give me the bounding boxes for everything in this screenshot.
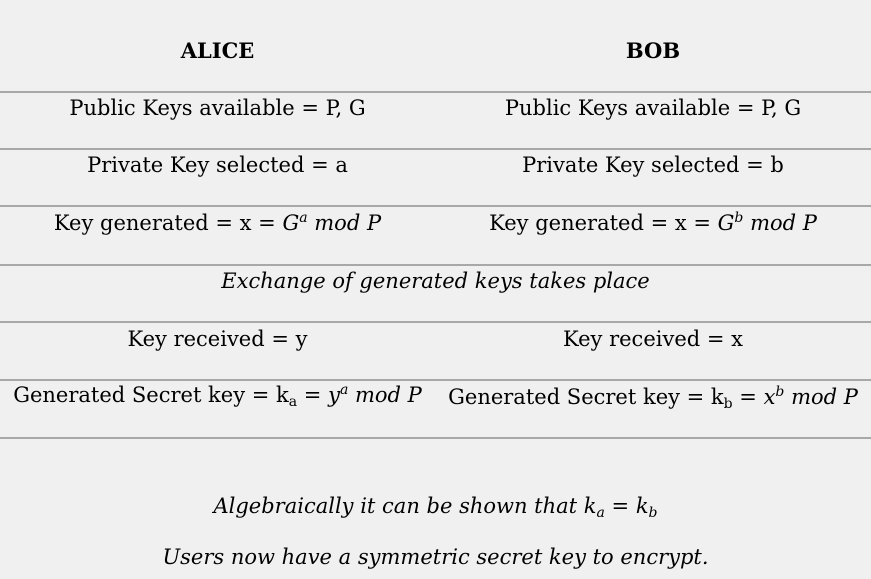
divider (0, 321, 871, 323)
algebra-text: Algebraically it can be shown that k (213, 494, 597, 518)
alice-key-generated-label: Key generated = x = (53, 211, 283, 235)
alice-mod: mod P (307, 211, 382, 235)
alice-secret-key: Generated Secret key = ka = ya mod P (0, 381, 435, 409)
alice-base: G (282, 211, 300, 235)
bob-key-received: Key received = x (563, 327, 743, 351)
alice-public-keys: Public Keys available = P, G (69, 96, 366, 120)
bob-key-generated: Key generated = x = Gb mod P (435, 209, 871, 237)
bob-public-keys: Public Keys available = P, G (504, 96, 802, 120)
bob-key-generated-label: Key generated = x = (489, 211, 718, 235)
exchange-note: Exchange of generated keys takes place (221, 269, 650, 293)
bob-equals: = (732, 385, 764, 409)
alice-heading: ALICE (180, 38, 255, 63)
symmetric-note: Users now have a symmetric secret key to… (162, 545, 709, 569)
alice-exponent: a (299, 210, 308, 226)
divider (0, 91, 871, 93)
algebra-sub-a: a (596, 505, 605, 521)
alice-secret-label: Generated Secret key = k (13, 383, 289, 407)
divider (0, 437, 871, 439)
algebra-sub-b: b (648, 505, 658, 521)
table-row-secret-key: Generated Secret key = ka = ya mod P Gen… (0, 381, 871, 411)
alice-key-received: Key received = y (127, 327, 308, 351)
bob-mod: mod P (743, 211, 817, 235)
alice-secret-exponent: a (339, 382, 349, 398)
alice-equals: = (297, 383, 329, 407)
divider (0, 264, 871, 266)
alice-key-generated: Key generated = x = Ga mod P (0, 209, 435, 237)
alice-secret-base: y (328, 383, 340, 407)
divider (0, 379, 871, 381)
table-row-public-keys: Public Keys available = P, G Public Keys… (0, 94, 871, 122)
table-row-private-key: Private Key selected = a Private Key sel… (0, 151, 871, 179)
table-row-key-received: Key received = y Key received = x (0, 325, 871, 353)
alice-k-subscript: a (288, 394, 298, 410)
divider (0, 205, 871, 207)
bob-private-key: Private Key selected = b (522, 153, 784, 177)
bob-base: G (717, 211, 735, 235)
bob-secret-exponent: b (775, 384, 785, 400)
table-row-key-generated: Key generated = x = Ga mod P Key generat… (0, 209, 871, 237)
bob-secret-label: Generated Secret key = k (448, 385, 724, 409)
alice-private-key: Private Key selected = a (87, 153, 348, 177)
bob-exponent: b (734, 210, 744, 226)
algebra-equals: = k (604, 494, 649, 518)
bob-secret-base: x (763, 385, 776, 409)
alice-secret-mod: mod P (348, 383, 422, 407)
table-row-exchange: Exchange of generated keys takes place (0, 267, 871, 295)
bob-secret-mod: mod P (784, 385, 858, 409)
bob-k-subscript: b (723, 396, 733, 412)
bob-secret-key: Generated Secret key = kb = xb mod P (435, 381, 871, 411)
algebra-note: Algebraically it can be shown that ka = … (0, 492, 871, 520)
header-row: ALICE BOB (0, 37, 871, 65)
divider (0, 148, 871, 150)
bob-heading: BOB (625, 38, 681, 63)
